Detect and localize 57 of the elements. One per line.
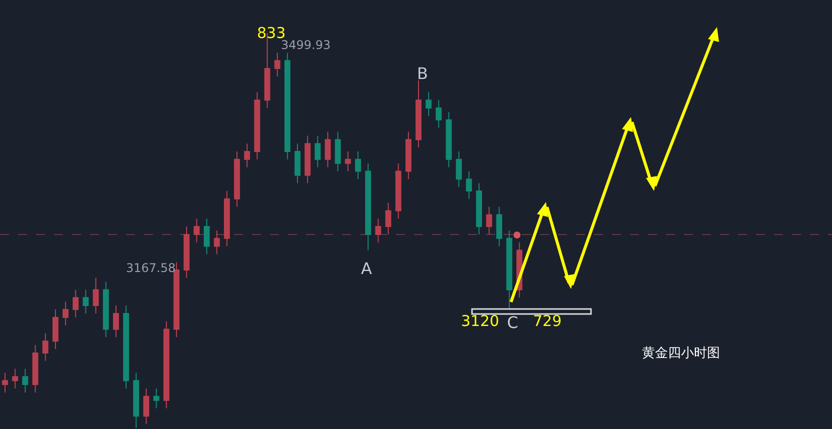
candlestick [284, 52, 290, 160]
candlestick [294, 143, 300, 184]
candlestick [72, 289, 79, 318]
annotation: A [361, 259, 372, 278]
candlestick [436, 100, 442, 128]
candlestick [184, 226, 190, 278]
candlestick [2, 372, 8, 393]
candlestick [42, 332, 48, 362]
candlestick [456, 151, 462, 188]
candlestick [486, 206, 492, 235]
candlestick [194, 218, 200, 243]
candlestick [153, 388, 160, 409]
candlestick [324, 131, 331, 168]
candlestick [143, 388, 150, 425]
candlestick [234, 151, 240, 208]
candlestick [314, 135, 321, 168]
candlestick [395, 162, 402, 220]
candlestick [174, 262, 180, 338]
text: 黄金四小时图 [642, 346, 720, 361]
candlestick [244, 143, 250, 168]
candlestick [12, 368, 18, 389]
candlestick [123, 305, 130, 389]
annotation: 3120 [461, 312, 500, 330]
candlestick [476, 182, 482, 235]
candlestick [214, 230, 220, 255]
text: 729 [533, 312, 562, 330]
annotation: 3167.58 [126, 261, 176, 275]
candlestick [204, 218, 210, 255]
candlestick [92, 277, 99, 314]
candlestick [506, 230, 512, 310]
candlestick [304, 135, 311, 184]
candlestick [334, 131, 341, 172]
candlestick [385, 202, 392, 235]
candlestick [113, 305, 119, 338]
annotation: C [507, 313, 518, 332]
candlestick [32, 344, 38, 393]
candlestick [102, 281, 109, 338]
candlestick [224, 190, 230, 247]
candlestick [466, 170, 472, 200]
candlestick [375, 218, 382, 243]
candlestick [133, 372, 140, 428]
candlestick [416, 80, 422, 148]
candlestick [355, 151, 361, 180]
candlestick [446, 112, 452, 168]
candlestick [254, 92, 260, 160]
candlestick [496, 206, 502, 247]
annotation: B [417, 64, 428, 83]
candlestick [62, 301, 69, 326]
candlestick [82, 289, 89, 314]
candlestick [274, 52, 280, 77]
candlestick [426, 92, 432, 116]
candlestick [163, 320, 170, 409]
candlestick [52, 309, 58, 350]
candlestick [365, 162, 372, 251]
candlestick [22, 368, 28, 393]
candlestick [405, 131, 412, 180]
candlestick [344, 151, 351, 172]
